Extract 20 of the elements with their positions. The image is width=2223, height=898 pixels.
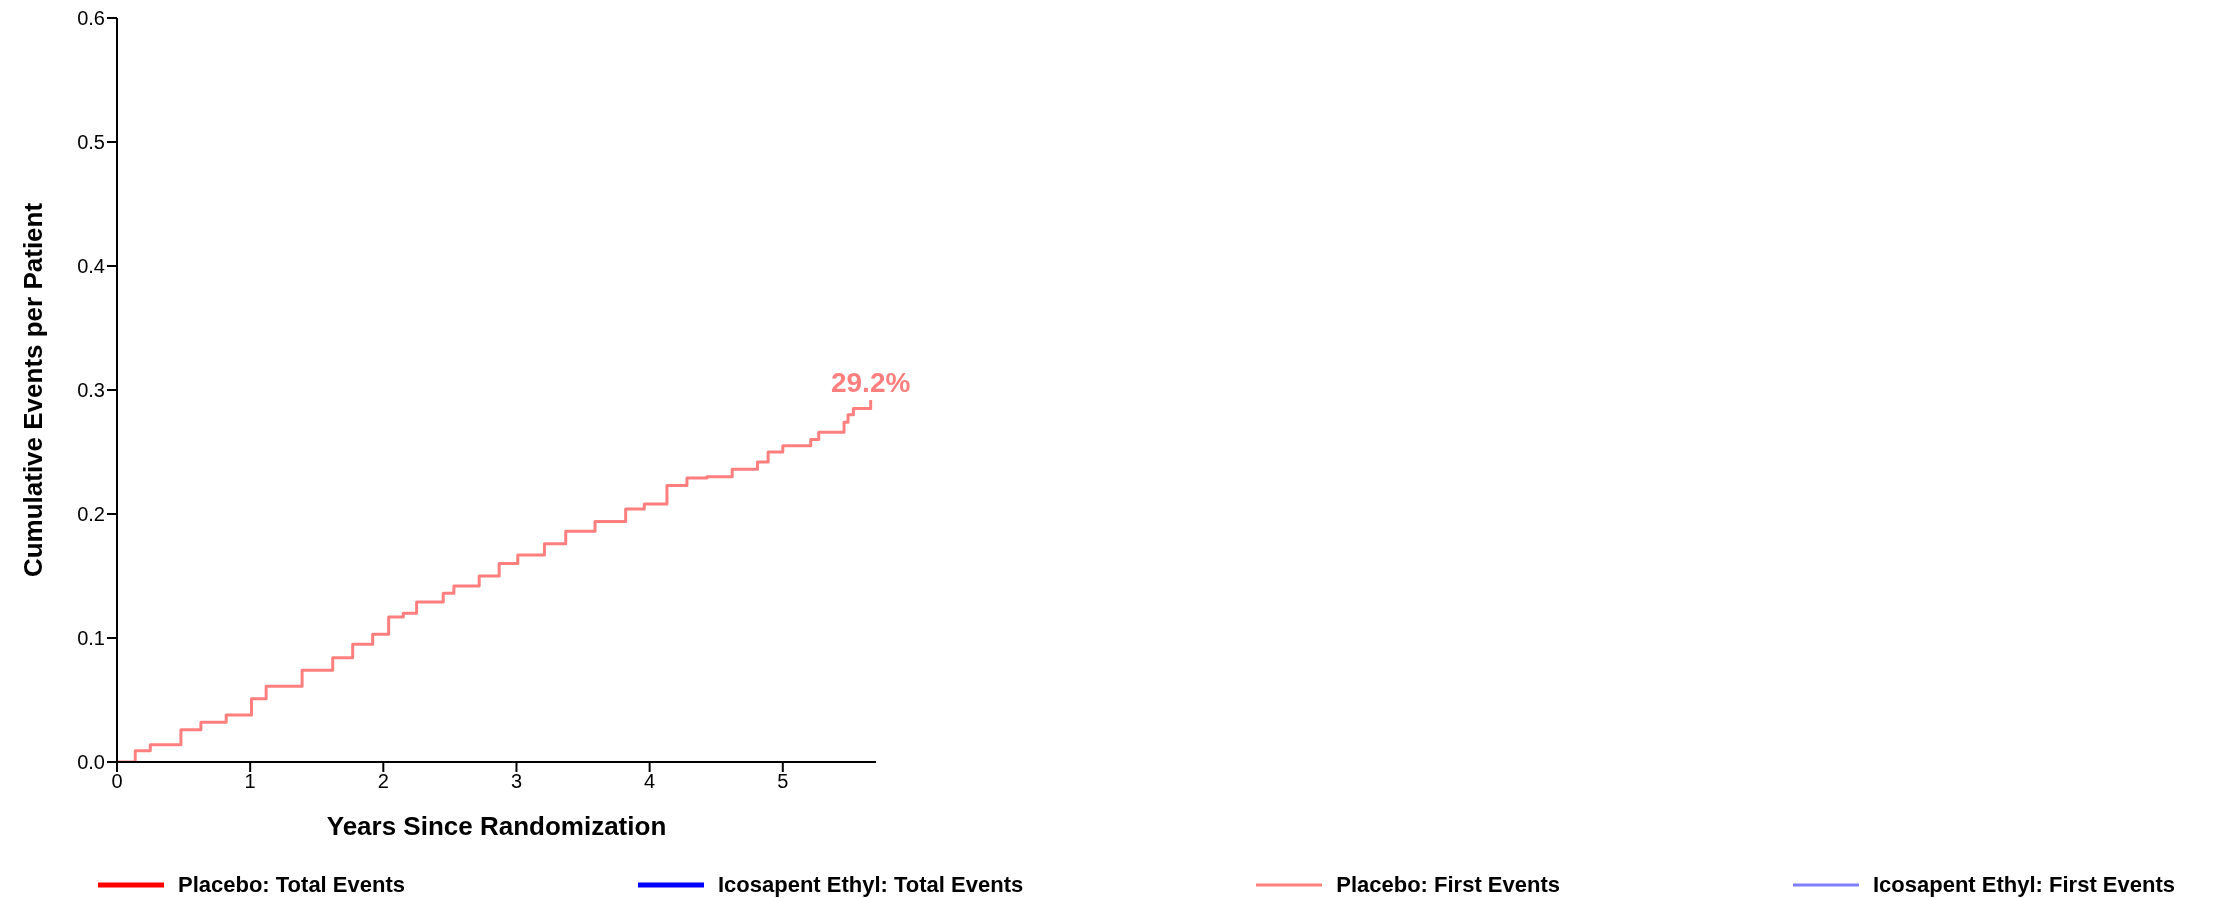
annotation: 29.2% [830,366,911,398]
y-tick-label: 0.4 [77,255,105,278]
x-tick-label: 5 [777,770,789,793]
legend-label: Icosapent Ethyl: First Events [1873,872,2175,898]
x-axis-title: Years Since Randomization [326,811,667,842]
legend-label: Placebo: Total Events [178,872,405,898]
x-tick-label: 2 [377,770,389,793]
y-tick-label: 0.3 [77,379,105,402]
y-tick-label: 0.0 [77,751,105,774]
y-tick-label: 0.5 [77,131,105,154]
legend-label: Placebo: First Events [1336,872,1560,898]
y-axis-title: Cumulative Events per Patient [18,202,49,578]
x-tick-label: 1 [244,770,256,793]
legend-label: Icosapent Ethyl: Total Events [718,872,1024,898]
x-tick-label: 3 [510,770,523,793]
y-tick-label: 0.2 [77,503,105,526]
y-tick-label: 0.6 [77,7,105,30]
x-tick-label: 0 [111,770,123,793]
x-tick-label: 4 [644,770,656,793]
y-tick-label: 0.1 [77,627,105,650]
